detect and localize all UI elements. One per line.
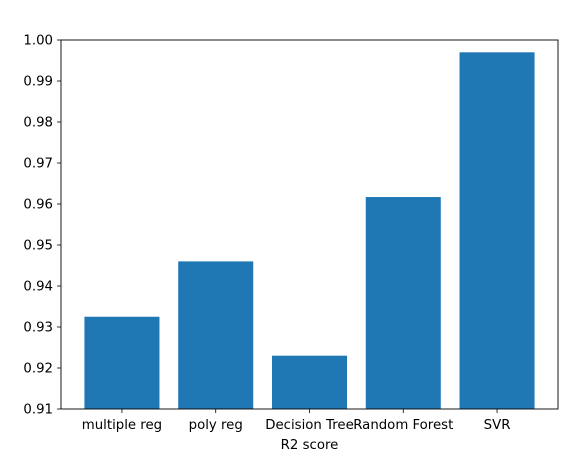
y-tick-label: 0.94 (23, 280, 53, 295)
axes-frame (60, 39, 559, 410)
x-tick-label: Random Forest (353, 418, 453, 433)
y-tick-label: 0.99 (23, 75, 53, 90)
y-tick-label: 0.93 (23, 321, 53, 336)
bar-multiple-reg (84, 316, 160, 409)
y-tick-label: 1.00 (23, 34, 53, 49)
bar-poly-reg (178, 261, 254, 409)
x-axis: multiple reg poly reg Decision Tree Random … (82, 409, 511, 433)
bar-random-forest (365, 197, 441, 409)
bar-svr (459, 52, 535, 410)
x-tick-label: poly reg (189, 418, 243, 433)
y-tick-label: 0.97 (23, 157, 53, 172)
x-axis-label: R2 score (281, 438, 339, 453)
bar-decision-tree (271, 355, 348, 409)
y-tick-label: 0.95 (23, 239, 53, 254)
y-tick-label: 0.98 (23, 116, 53, 131)
y-tick-label: 0.91 (23, 403, 53, 418)
x-tick-label: SVR (484, 418, 511, 433)
x-tick-label: Decision Tree (265, 418, 354, 433)
y-tick-label: 0.96 (23, 198, 53, 213)
bars-group (84, 52, 535, 410)
y-axis: 0.91 0.92 0.93 0.94 0.95 0.96 0.97 0.98 0.99 1.00 (23, 34, 61, 418)
x-tick-label: multiple reg (82, 418, 162, 433)
y-tick-label: 0.92 (23, 362, 53, 377)
